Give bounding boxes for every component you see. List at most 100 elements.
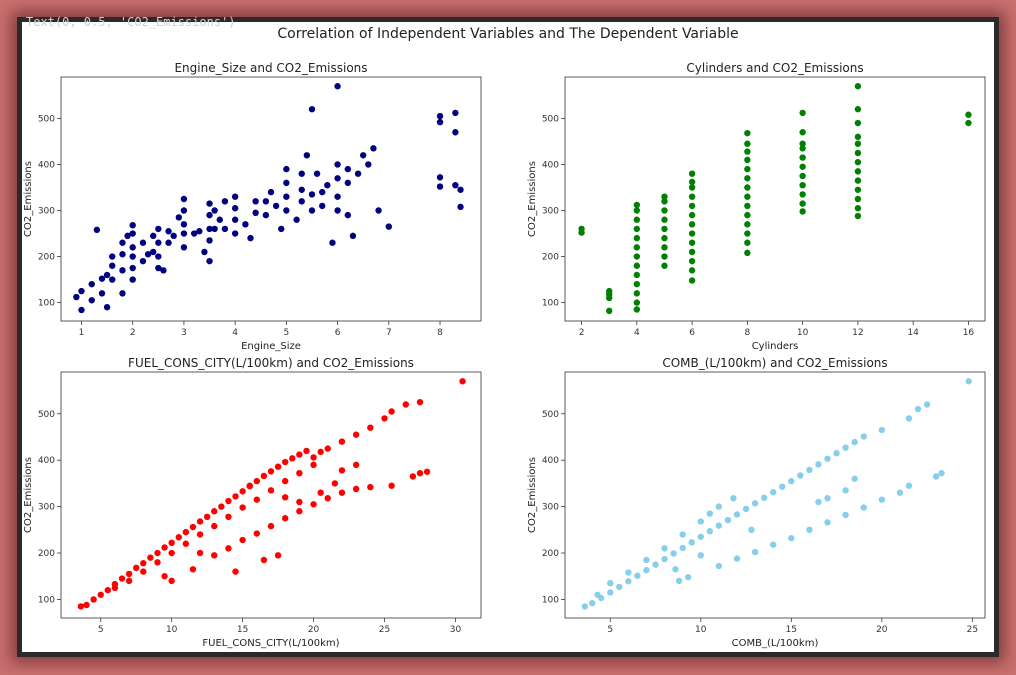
data-point <box>281 515 289 522</box>
data-point <box>344 165 352 173</box>
data-point <box>661 193 668 200</box>
data-point <box>370 145 377 152</box>
data-point <box>799 208 806 215</box>
data-point <box>180 230 188 237</box>
data-point <box>385 223 393 230</box>
x-tick-label: 16 <box>963 328 975 338</box>
data-point <box>878 496 886 503</box>
data-point <box>661 198 668 205</box>
data-point <box>155 264 162 272</box>
x-tick-label: 5 <box>607 625 613 635</box>
data-point <box>232 568 239 575</box>
data-point <box>129 264 136 272</box>
data-point <box>672 566 679 573</box>
data-point <box>211 522 218 530</box>
data-point <box>310 501 317 508</box>
data-point <box>842 444 849 451</box>
data-point <box>715 562 723 570</box>
data-point <box>744 211 751 219</box>
data-point <box>109 253 116 260</box>
data-point <box>310 454 317 461</box>
y-tick-label: 400 <box>38 160 55 170</box>
data-point <box>308 207 316 214</box>
data-point <box>860 504 867 511</box>
data-point <box>578 225 585 233</box>
data-point <box>129 253 136 260</box>
data-point <box>815 498 822 506</box>
data-point <box>168 549 175 557</box>
data-point <box>643 556 650 564</box>
data-point <box>231 230 239 237</box>
data-point <box>457 186 464 193</box>
cell-output-text: Text(0, 0.5, 'CO2_Emissions') <box>26 15 236 29</box>
data-point <box>744 193 751 200</box>
data-point <box>851 438 858 446</box>
data-point <box>842 511 849 519</box>
data-point <box>180 207 188 214</box>
data-point <box>103 271 111 279</box>
data-point <box>77 603 85 610</box>
y-tick-label: 500 <box>38 410 55 420</box>
x-tick-label: 15 <box>786 625 797 635</box>
data-point <box>788 477 795 485</box>
data-point <box>914 405 922 413</box>
data-point <box>799 163 806 170</box>
data-point <box>661 225 668 233</box>
data-point <box>155 253 162 260</box>
data-point <box>124 232 131 240</box>
y-tick-label: 400 <box>542 456 559 466</box>
data-point <box>303 152 311 159</box>
data-point <box>797 472 804 479</box>
data-point <box>324 445 331 452</box>
data-point <box>824 495 831 502</box>
data-point <box>324 495 331 502</box>
data-point <box>606 287 613 295</box>
data-point <box>298 170 305 177</box>
x-axis-label: FUEL_CONS_CITY(L/100km) <box>202 638 339 649</box>
data-point <box>272 202 280 210</box>
x-tick-label: 6 <box>335 328 341 338</box>
data-point <box>799 140 806 147</box>
data-point <box>211 207 218 214</box>
data-point <box>283 193 290 200</box>
data-point <box>140 560 147 567</box>
data-point <box>744 221 751 228</box>
y-tick-label: 300 <box>542 207 559 217</box>
data-point <box>965 111 972 118</box>
data-point <box>260 472 268 480</box>
subplot-3: FUEL_CONS_CITY(L/100km) and CO2_Emission… <box>23 356 482 649</box>
figure-title: Correlation of Independent Variables and… <box>277 26 738 42</box>
x-tick-label: 10 <box>166 625 178 635</box>
data-point <box>170 232 177 240</box>
y-tick-label: 300 <box>38 207 55 217</box>
data-point <box>165 239 172 246</box>
subplot-4: COMB_(L/100km) and CO2_Emissions 5 10 15 20 2… <box>527 356 986 649</box>
data-point <box>799 145 806 152</box>
y-axis-label: CO2_Emissions <box>527 457 538 533</box>
data-point <box>633 244 641 251</box>
x-axis-label: Engine_Size <box>241 341 301 352</box>
data-point <box>211 225 218 233</box>
data-point <box>452 129 459 136</box>
data-point <box>317 489 324 496</box>
y-tick-label: 300 <box>38 503 55 513</box>
data-point <box>211 552 218 559</box>
data-point <box>697 518 704 525</box>
y-axis-label: CO2_Emissions <box>23 161 34 237</box>
data-point <box>203 513 211 521</box>
data-point <box>375 207 382 214</box>
data-point <box>334 207 341 214</box>
plot-area <box>564 76 986 322</box>
data-point <box>133 564 140 572</box>
data-point <box>744 148 751 155</box>
data-point <box>78 287 85 295</box>
data-point <box>359 152 367 159</box>
data-point <box>109 262 116 269</box>
data-point <box>409 473 417 480</box>
y-tick-label: 200 <box>38 549 55 559</box>
scatter-points <box>73 83 464 314</box>
data-point <box>633 207 641 214</box>
data-point <box>313 170 321 177</box>
data-point <box>154 559 161 566</box>
data-point <box>633 306 641 313</box>
